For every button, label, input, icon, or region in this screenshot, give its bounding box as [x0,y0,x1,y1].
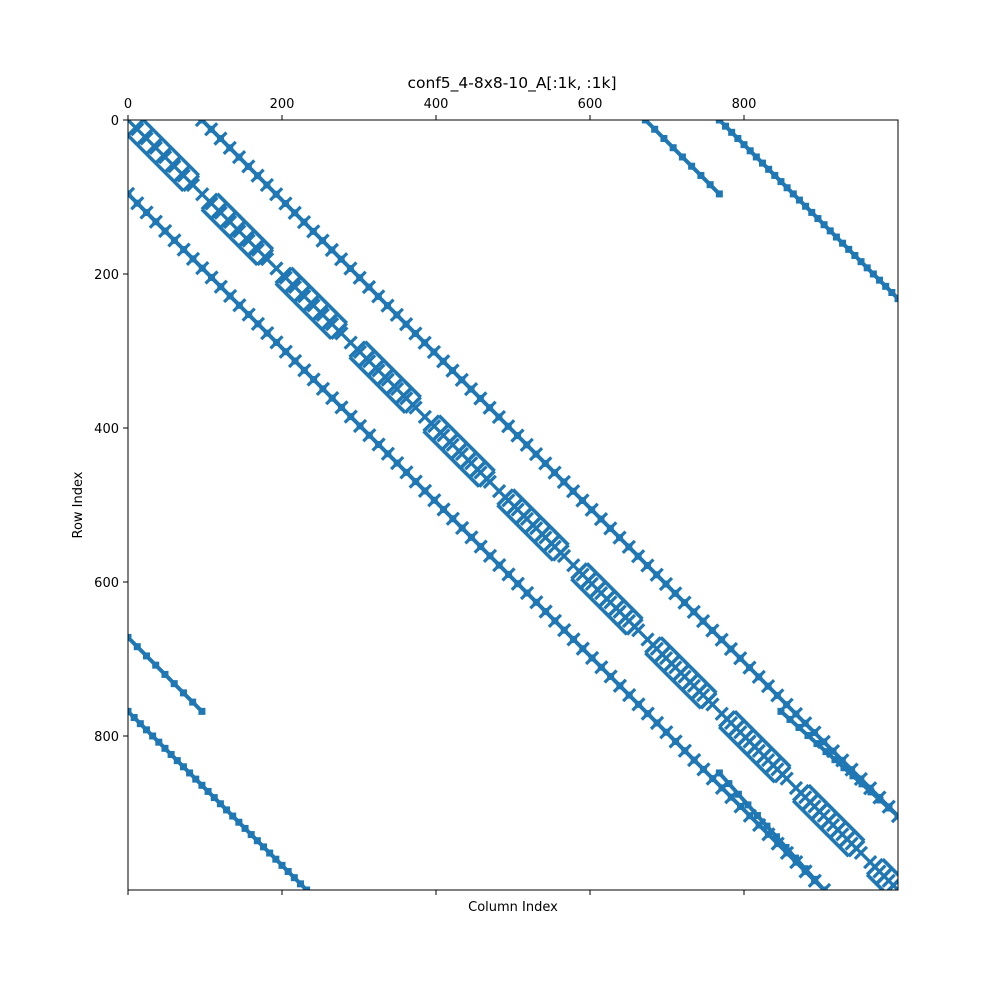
lower-left-corner-lattice [128,707,311,890]
upper-right-corner-line [641,120,723,198]
band-stroke [128,636,204,713]
x-axis-ticks: 0 200 400 600 800 [124,97,757,895]
band-stroke [717,771,826,890]
nonzero-marks [128,120,938,930]
x-tick-label: 200 [270,97,295,112]
y-tick-label: 800 [94,730,119,745]
band-stroke [200,120,898,818]
y-tick-label: 600 [94,576,119,591]
x-tick-label: 600 [578,97,603,112]
x-tick-label: 400 [424,97,449,112]
lattice-rung [904,896,919,911]
y-tick-label: 400 [94,422,119,437]
x-axis-label: Column Index [468,900,558,915]
block-8-upper-line [777,707,898,820]
band-stroke [644,120,721,196]
x-tick-label: 0 [124,97,132,112]
band-stroke [717,120,898,301]
y-tick-label: 0 [111,114,119,129]
x-tick-label: 800 [732,97,757,112]
band-stroke [779,709,898,818]
lattice-rung [904,896,919,911]
lower-left-corner-line [128,633,206,715]
lattice-rung [913,905,928,920]
upper-off-diagonal-line [198,120,898,820]
band-stroke [128,120,898,890]
band-stroke [128,192,826,890]
plot-frame [127,119,899,891]
lower-off-diagonal-lattice [128,186,832,890]
lattice-edge [216,192,274,251]
chart-title: conf5_4-8x8-10_A[:1k, :1k] [408,74,617,93]
y-tick-label: 200 [94,268,119,283]
band-stroke [128,709,309,890]
main-diagonal-lattice [128,120,898,890]
lattice-rung [923,915,938,930]
y-axis-ticks: 0 200 400 600 800 [94,114,128,745]
upper-right-corner-lattice [715,120,898,303]
lattice-rung [913,905,928,920]
y-axis-label: Row Index [71,471,86,538]
block-8-lower-line [715,769,828,890]
lattice-rung [923,915,938,930]
